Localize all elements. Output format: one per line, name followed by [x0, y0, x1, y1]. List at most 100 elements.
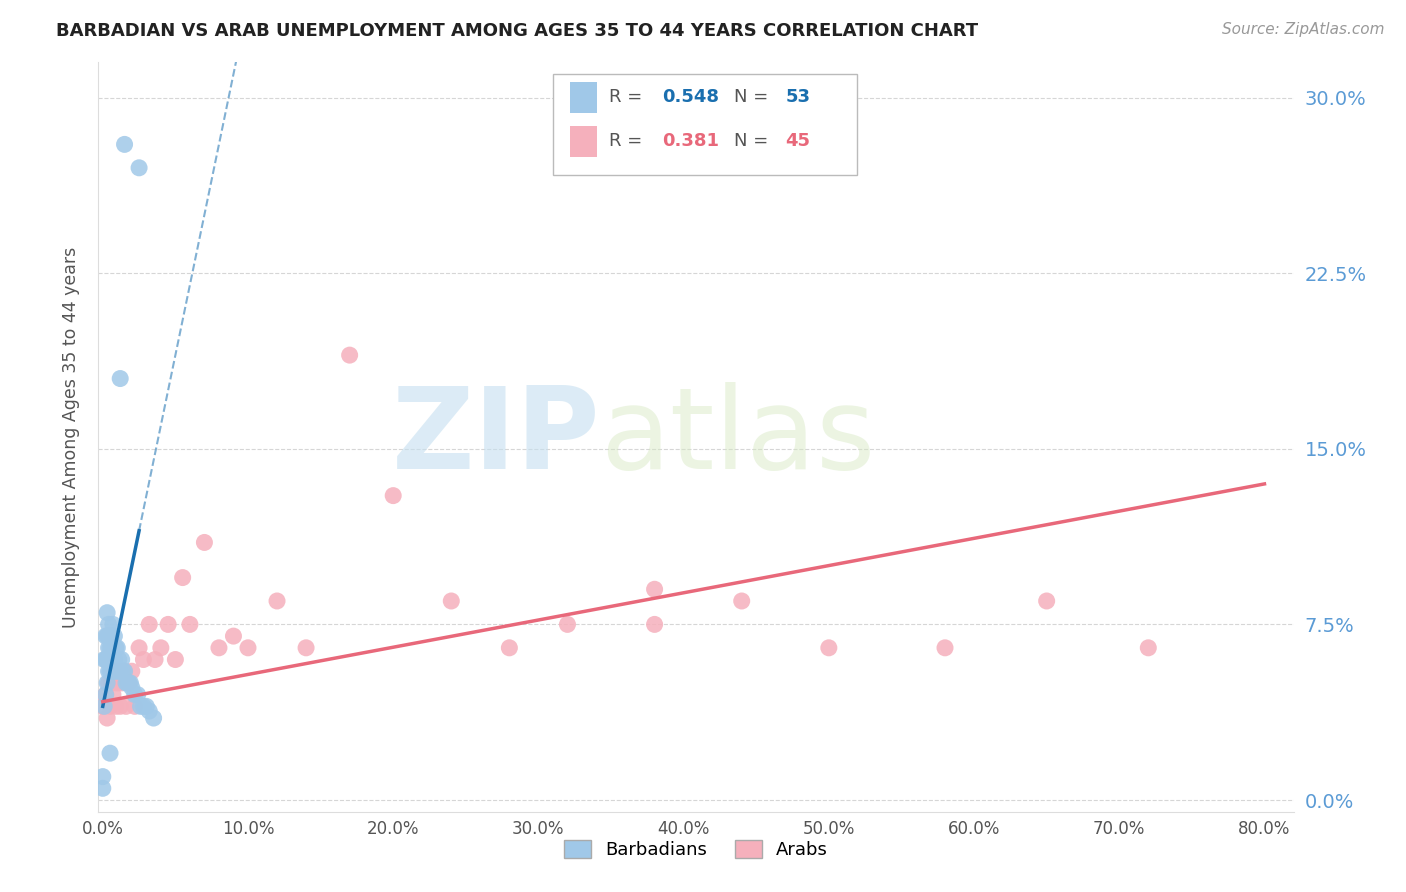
Point [142, 711, 165, 725]
Point [143, 652, 166, 666]
Point [91, 770, 114, 784]
Point [127, 688, 149, 702]
Point [108, 371, 131, 385]
Point [128, 161, 150, 175]
Point [97, 629, 120, 643]
Point [1035, 594, 1057, 608]
Point [165, 652, 187, 666]
Point [101, 688, 124, 702]
Point [91, 781, 114, 796]
Point [101, 652, 124, 666]
Text: N =: N = [734, 88, 775, 106]
Text: 53: 53 [786, 88, 811, 106]
Point [103, 664, 125, 679]
Point [97, 676, 120, 690]
Point [101, 664, 124, 679]
Point [104, 699, 127, 714]
Point [934, 640, 956, 655]
Point [118, 676, 141, 690]
Point [236, 640, 259, 655]
Text: 45: 45 [786, 132, 811, 150]
Point [129, 699, 152, 714]
Point [98, 640, 121, 655]
Point [208, 640, 231, 655]
Point [107, 664, 129, 679]
Text: R =: R = [609, 88, 648, 106]
Point [105, 640, 128, 655]
Text: N =: N = [734, 132, 775, 150]
Point [98, 664, 121, 679]
Point [132, 699, 155, 714]
Text: BARBADIAN VS ARAB UNEMPLOYMENT AMONG AGES 35 TO 44 YEARS CORRELATION CHART: BARBADIAN VS ARAB UNEMPLOYMENT AMONG AGE… [56, 22, 979, 40]
Point [132, 652, 155, 666]
Point [382, 489, 405, 503]
Point [96, 676, 118, 690]
Point [108, 664, 131, 679]
Point [339, 348, 361, 362]
Text: R =: R = [609, 132, 648, 150]
Text: Source: ZipAtlas.com: Source: ZipAtlas.com [1222, 22, 1385, 37]
Point [100, 652, 122, 666]
Point [124, 699, 146, 714]
Point [98, 746, 121, 760]
Point [104, 640, 127, 655]
Point [100, 640, 122, 655]
Point [104, 664, 127, 679]
Point [118, 676, 141, 690]
Point [105, 664, 128, 679]
Point [111, 676, 134, 690]
Point [138, 704, 160, 718]
Point [266, 594, 288, 608]
Point [97, 664, 120, 679]
Point [112, 664, 135, 679]
Point [97, 617, 120, 632]
Point [103, 652, 125, 666]
Point [222, 629, 245, 643]
Point [97, 640, 120, 655]
Point [135, 699, 157, 714]
Point [644, 582, 666, 597]
Point [440, 594, 463, 608]
Point [107, 652, 129, 666]
Point [103, 629, 125, 643]
Point [96, 606, 118, 620]
Point [115, 676, 138, 690]
FancyBboxPatch shape [571, 81, 596, 113]
Text: 0.381: 0.381 [662, 132, 720, 150]
Text: ZIP: ZIP [392, 382, 600, 492]
Point [114, 137, 136, 152]
Point [114, 664, 136, 679]
Point [1137, 640, 1160, 655]
Point [93, 699, 115, 714]
Point [101, 617, 124, 632]
Point [193, 535, 215, 549]
Point [91, 699, 114, 714]
Point [295, 640, 318, 655]
Point [100, 629, 122, 643]
Point [731, 594, 754, 608]
Point [96, 629, 118, 643]
Y-axis label: Unemployment Among Ages 35 to 44 years: Unemployment Among Ages 35 to 44 years [62, 246, 80, 628]
Point [128, 640, 150, 655]
Point [98, 699, 121, 714]
Point [100, 664, 122, 679]
Point [138, 617, 160, 632]
Point [96, 711, 118, 725]
Point [149, 640, 172, 655]
Point [98, 629, 121, 643]
Point [121, 681, 143, 695]
Point [157, 617, 180, 632]
Text: atlas: atlas [600, 382, 876, 492]
Point [111, 652, 134, 666]
Point [96, 652, 118, 666]
Point [115, 699, 138, 714]
Point [117, 676, 139, 690]
Point [644, 617, 666, 632]
Point [94, 688, 117, 702]
Point [100, 676, 122, 690]
Point [94, 652, 117, 666]
Point [94, 688, 117, 702]
FancyBboxPatch shape [553, 74, 858, 175]
Point [98, 652, 121, 666]
Point [108, 699, 131, 714]
